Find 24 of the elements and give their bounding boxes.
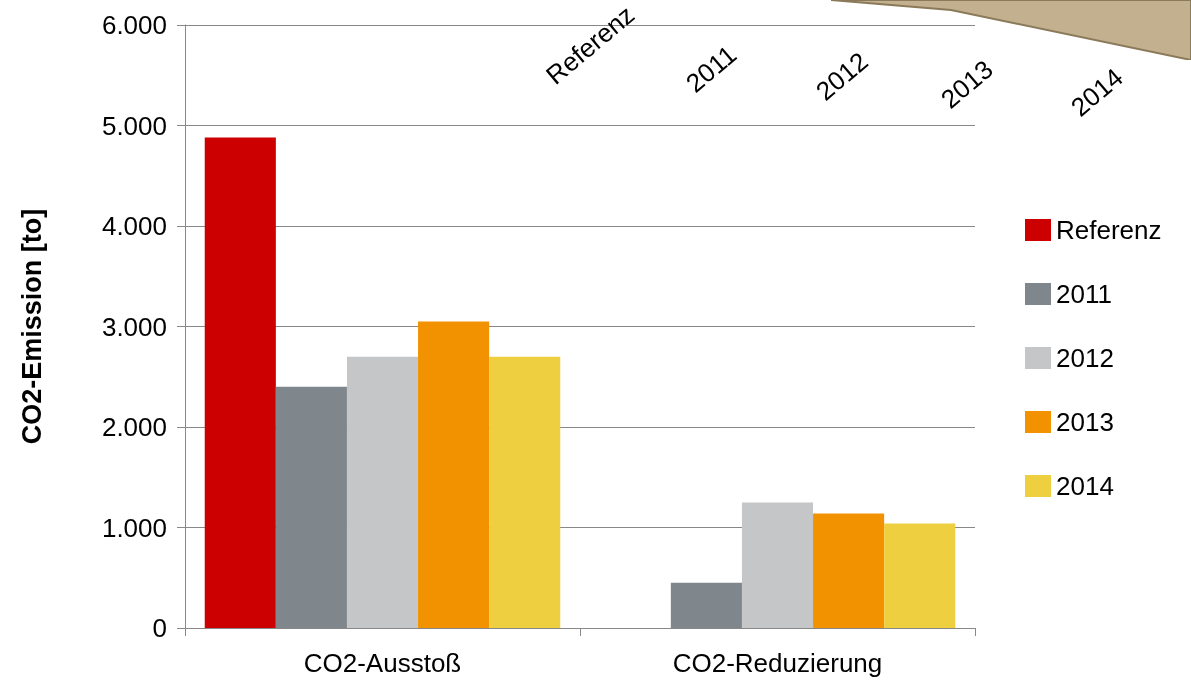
y-tick-label: 5.000	[101, 110, 167, 141]
x-tick-label: CO2-Reduzierung	[672, 648, 883, 678]
bar	[670, 582, 742, 628]
legend-label: 2011	[1056, 279, 1112, 309]
y-tick-label: 4.000	[101, 211, 167, 241]
bar	[275, 386, 347, 628]
legend-label: 2013	[1056, 407, 1114, 437]
bar	[741, 502, 814, 628]
legend-label: Referenz	[1056, 215, 1162, 245]
bar	[204, 137, 276, 628]
y-tick-label: 2.000	[101, 412, 167, 442]
bar	[813, 513, 885, 628]
bar	[346, 356, 419, 628]
y-tick-label: 0	[152, 613, 167, 643]
y-tick-label: 6.000	[101, 10, 167, 40]
y-tick-label: 3.000	[101, 311, 167, 342]
y-axis-title: CO2-Emission [to]	[16, 208, 47, 445]
legend-label: 2014	[1056, 471, 1114, 501]
y-tick-label: 1.000	[101, 512, 167, 543]
x-tick-label: CO2-Ausstoß	[303, 648, 462, 678]
bar	[884, 523, 956, 628]
legend-label: 2012	[1056, 343, 1114, 373]
bar	[418, 321, 490, 628]
bar	[489, 356, 561, 628]
